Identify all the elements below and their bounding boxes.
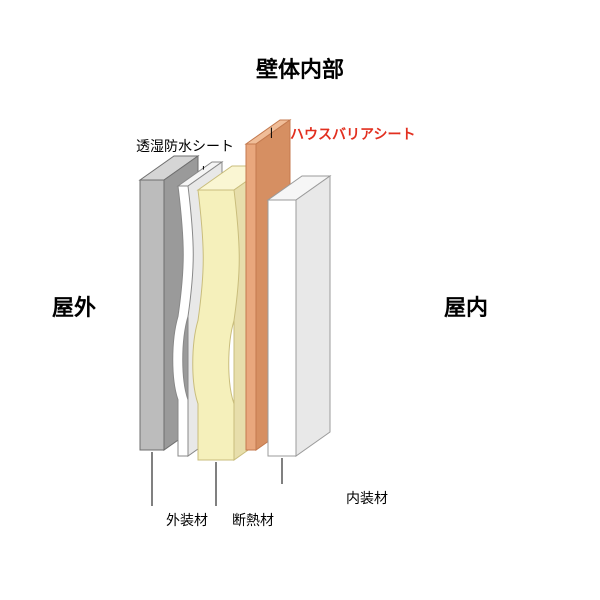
diagram-title: 壁体内部	[0, 52, 600, 84]
layer-label: 外装材	[166, 510, 208, 530]
diagram-stage: 壁体内部 屋外 屋内 外装材 断熱材 内装材 透湿防水シート ハウスバリアシート	[0, 0, 600, 600]
layer-label: ハウスバリアシート	[290, 124, 415, 144]
layer-label: 断熱材	[232, 510, 274, 530]
layer-label: 透湿防水シート	[136, 136, 234, 156]
side-label-outside: 屋外	[52, 290, 96, 322]
side-label-inside: 屋内	[444, 290, 488, 322]
layer-label: 内装材	[346, 488, 388, 508]
